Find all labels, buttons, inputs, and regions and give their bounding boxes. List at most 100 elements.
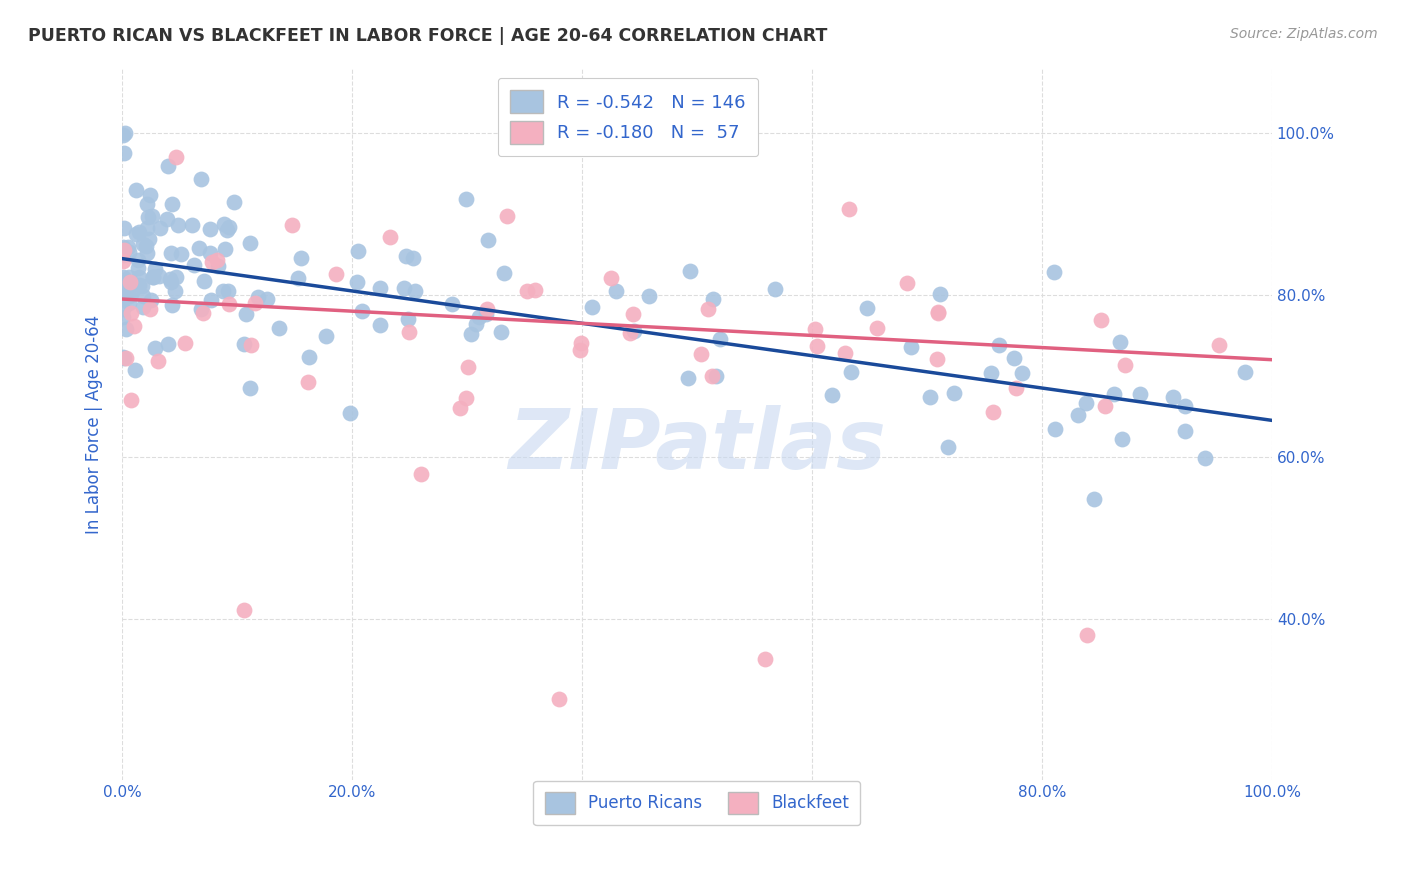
Point — [212, 217, 235, 231]
Point — [496, 209, 519, 223]
Point — [395, 249, 418, 263]
Point — [115, 285, 138, 299]
Point — [112, 310, 135, 324]
Point — [148, 268, 170, 283]
Point — [141, 209, 163, 223]
Point — [1076, 628, 1098, 642]
Legend: Puerto Ricans, Blackfeet: Puerto Ricans, Blackfeet — [533, 780, 860, 825]
Text: Source: ZipAtlas.com: Source: ZipAtlas.com — [1230, 27, 1378, 41]
Point — [404, 284, 426, 298]
Point — [287, 271, 309, 285]
Point — [1067, 408, 1090, 422]
Point — [112, 239, 135, 253]
Point — [1161, 390, 1184, 404]
Point — [925, 352, 948, 367]
Point — [240, 338, 263, 352]
Text: ZIPatlas: ZIPatlas — [508, 405, 886, 486]
Point — [350, 304, 373, 318]
Point — [927, 306, 949, 320]
Point — [1114, 358, 1136, 372]
Point — [454, 391, 477, 405]
Text: PUERTO RICAN VS BLACKFEET IN LABOR FORCE | AGE 20-64 CORRELATION CHART: PUERTO RICAN VS BLACKFEET IN LABOR FORCE… — [28, 27, 828, 45]
Point — [1111, 432, 1133, 446]
Point — [315, 329, 337, 343]
Point — [489, 325, 512, 339]
Point — [1076, 396, 1098, 410]
Point — [112, 350, 135, 364]
Point — [619, 326, 641, 340]
Point — [638, 289, 661, 303]
Point — [928, 287, 950, 301]
Point — [988, 338, 1011, 352]
Point — [460, 327, 482, 342]
Point — [569, 335, 592, 350]
Point — [160, 297, 183, 311]
Point — [198, 221, 221, 235]
Point — [614, 126, 637, 140]
Point — [112, 128, 135, 142]
Point — [112, 302, 135, 317]
Point — [143, 261, 166, 276]
Point — [165, 270, 187, 285]
Point — [754, 652, 776, 666]
Point — [325, 267, 347, 281]
Point — [112, 248, 135, 262]
Point — [298, 350, 321, 364]
Point — [136, 245, 159, 260]
Point — [1043, 422, 1066, 436]
Point — [1102, 387, 1125, 401]
Point — [465, 317, 488, 331]
Point — [117, 295, 139, 310]
Point — [900, 340, 922, 354]
Point — [1174, 424, 1197, 438]
Point — [128, 269, 150, 284]
Point — [290, 252, 312, 266]
Point — [139, 187, 162, 202]
Point — [866, 320, 889, 334]
Point — [1108, 334, 1130, 349]
Point — [214, 242, 236, 256]
Point — [256, 293, 278, 307]
Point — [1208, 338, 1230, 352]
Point — [138, 210, 160, 224]
Point — [160, 275, 183, 289]
Point — [114, 280, 136, 294]
Point — [167, 218, 190, 232]
Point — [676, 371, 699, 385]
Point — [346, 244, 368, 259]
Point — [112, 221, 135, 235]
Point — [981, 405, 1004, 419]
Point — [170, 247, 193, 261]
Point — [174, 335, 197, 350]
Point — [468, 310, 491, 325]
Point — [114, 322, 136, 336]
Point — [200, 246, 222, 260]
Point — [457, 359, 479, 374]
Point — [1011, 366, 1033, 380]
Point — [148, 353, 170, 368]
Point — [180, 218, 202, 232]
Point — [142, 270, 165, 285]
Point — [245, 295, 267, 310]
Point — [200, 255, 222, 269]
Point — [247, 290, 270, 304]
Point — [980, 366, 1002, 380]
Point — [217, 284, 239, 298]
Point — [398, 312, 420, 326]
Point — [281, 218, 304, 232]
Point — [156, 211, 179, 226]
Point — [114, 282, 136, 296]
Point — [763, 282, 786, 296]
Point — [156, 336, 179, 351]
Point — [139, 302, 162, 317]
Point — [1129, 386, 1152, 401]
Point — [218, 219, 240, 234]
Point — [139, 293, 162, 307]
Point — [804, 322, 827, 336]
Point — [339, 406, 361, 420]
Point — [605, 284, 627, 298]
Point — [120, 306, 142, 320]
Point — [697, 301, 720, 316]
Point — [239, 381, 262, 395]
Point — [190, 301, 212, 316]
